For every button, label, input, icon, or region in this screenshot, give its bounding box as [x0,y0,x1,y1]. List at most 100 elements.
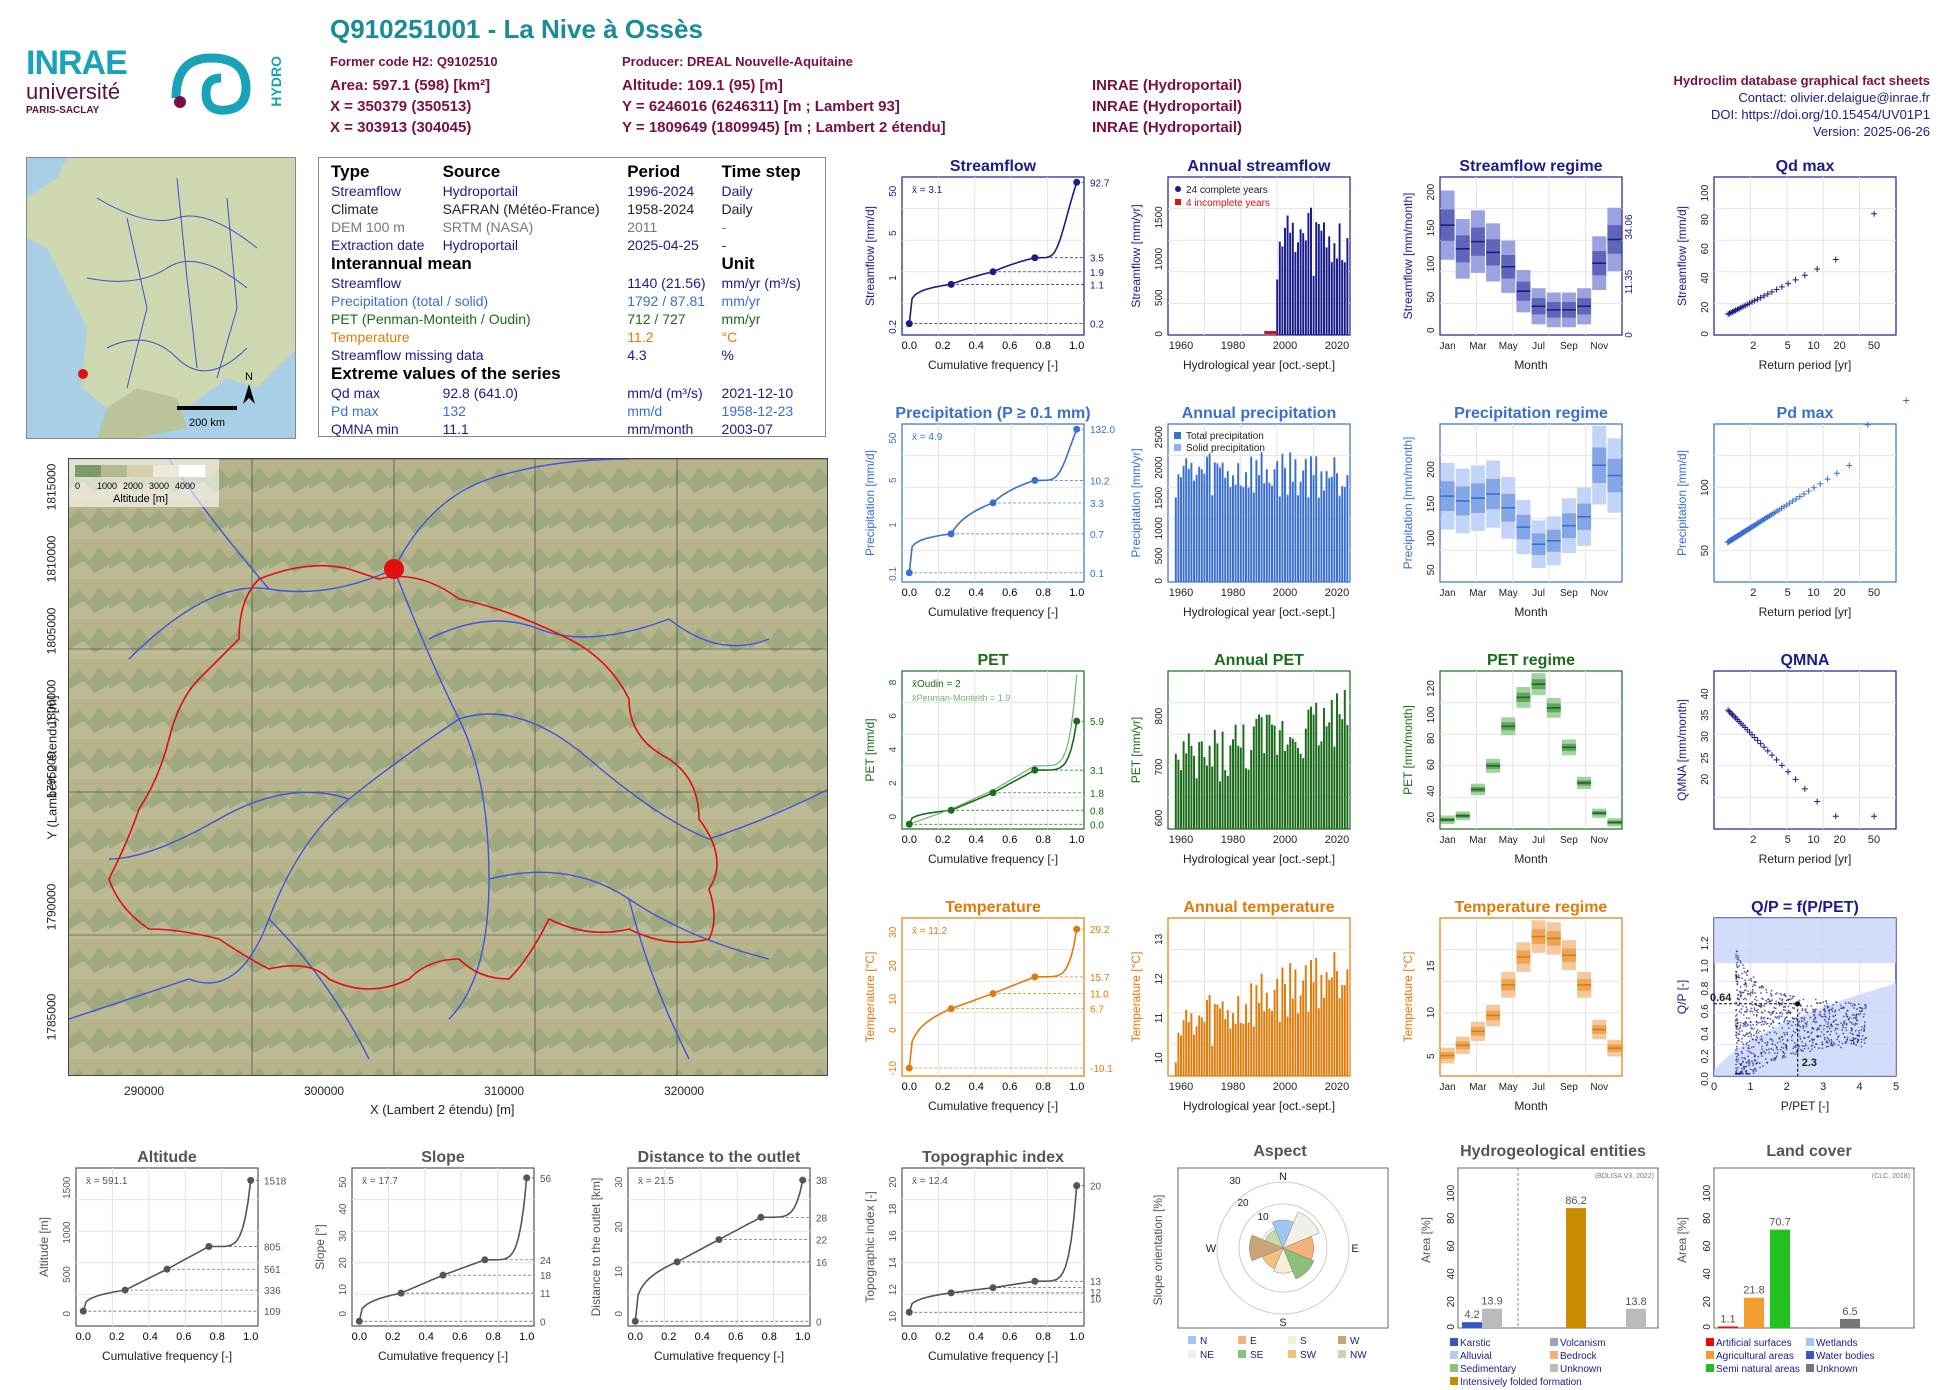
qp-dot [1735,975,1738,978]
x-tick-label: Jul [1532,341,1545,352]
y-tick-label: 40 [1426,785,1437,797]
qp-dot [1792,1030,1795,1033]
map-xlabel: X (Lambert 2 étendu) [m] [370,1102,515,1117]
qp-dot [1748,1061,1751,1064]
qp-dot [1735,1067,1737,1070]
qp-dot [1828,1027,1831,1030]
qp-dot [1803,1037,1806,1040]
qp-dot [1784,1009,1787,1012]
annual_pet-bar [1315,702,1318,829]
regime_pet-xlabel: Month [1514,852,1547,866]
legend-swatch [1188,1336,1196,1344]
annual_t-bar [1258,1002,1260,1076]
qp-dot [1818,1047,1820,1049]
qp-dot [1793,1046,1795,1048]
legend-swatch [1338,1350,1346,1358]
right-value-label: 1.1 [1090,280,1104,291]
qp-dot [1735,1070,1737,1073]
annual_p-bar-secondary [1208,453,1211,455]
qp-dot [1762,1065,1764,1067]
x-tick-label: Nov [1590,588,1608,599]
qp-dot [1735,1059,1738,1062]
landcover-bar [1718,1326,1738,1328]
qp-dot [1846,1016,1849,1018]
qp-dot [1863,1013,1866,1016]
qp-dot [1837,1023,1839,1026]
qp-dot [1849,1002,1852,1005]
bar-value-label: 86.2 [1565,1195,1586,1207]
annual_p-bar-secondary [1200,468,1203,471]
qp-dot [1766,1043,1769,1045]
qp-dot [1773,1006,1776,1009]
annual_p-bar [1252,492,1255,582]
annual_pet-bar [1312,714,1315,829]
annual_p-bar-secondary [1304,458,1307,460]
y-tick-label: 0 [62,1311,73,1317]
station-marker [78,369,88,379]
qp-dot [1740,1057,1743,1059]
qp-dot [1739,986,1742,988]
annual_q-bar [1341,260,1344,335]
qp-dot [1750,1046,1753,1049]
qp-dot [1750,1035,1753,1038]
qdmax-point [1754,296,1761,303]
legend-swatch [1450,1351,1458,1359]
qp-dot [1770,1059,1773,1062]
legend-swatch [1706,1351,1714,1359]
qp-dot [1832,1004,1835,1006]
qp-dot [1801,1040,1803,1043]
qp-dot [1740,1064,1743,1067]
qp-dot [1859,1010,1861,1012]
annual_q-bar [1281,246,1284,335]
annual_p-bar-secondary [1273,468,1276,471]
hydrogeo-bar [1482,1308,1502,1328]
qp-dot [1743,1022,1745,1025]
qmna-point [1778,762,1785,769]
annual_pet-bar [1325,726,1328,829]
qp-dot [1778,1017,1780,1020]
qp-dot [1857,1013,1860,1016]
source-2: INRAE (Hydroportail) [1092,98,1242,115]
qp-dot [1753,1055,1756,1058]
topo-title: Topographic index [922,1149,1064,1166]
qp-dot [1812,1041,1814,1044]
qp-dot [1789,994,1792,997]
qp-dot [1781,1056,1784,1059]
qdmax-point [1751,297,1758,304]
qp-dot [1865,1037,1868,1040]
qp-dot [1854,1029,1857,1032]
qp-dot [1863,1026,1866,1028]
annual_q-bar [1320,230,1323,335]
annual_p-bar [1211,495,1214,582]
annual_pet-bar [1182,741,1185,829]
y-tick-label: 8 [888,679,899,685]
annual_p-bar-secondary [1213,462,1216,464]
qp-label: 0.64 [1710,992,1732,1004]
legend-label: 4 incomplete years [1186,198,1270,209]
qp-xlabel: P/PET [-] [1781,1099,1829,1113]
qp-dot [1845,1023,1848,1026]
annual_p-bar [1291,481,1294,582]
qp-dot [1752,1072,1755,1075]
qp-dot [1760,992,1762,994]
qp-mean-point [1795,1001,1801,1007]
temp-quantile-point [947,1005,955,1013]
qp-dot [1736,998,1739,1000]
annual_p-bar-secondary [1291,481,1294,483]
qp-svg: Q/P = f(P/PET)P/PET [-]Q/P [-]0 1 2 3 4 50.00… [1675,899,1899,1113]
qp-dot [1791,995,1794,998]
qp-dot [1743,970,1746,973]
qp-dot [1735,1063,1737,1066]
x-tick-label: 0.4 [969,587,984,599]
qp-dot [1823,1008,1826,1010]
qp-dot [1752,1069,1755,1071]
qp-dot [1760,1035,1763,1038]
landcover-chart: Land cover Area [%] (CLC, 2018) 0 20 40 60 80 10… [1674,1140,1924,1390]
right-value-label: 10.2 [1090,476,1110,487]
annual_t-bar [1187,1021,1190,1076]
annual_p-bar-secondary [1299,481,1302,483]
qp-dot [1813,1018,1816,1021]
annual_pet-bar [1174,753,1177,829]
